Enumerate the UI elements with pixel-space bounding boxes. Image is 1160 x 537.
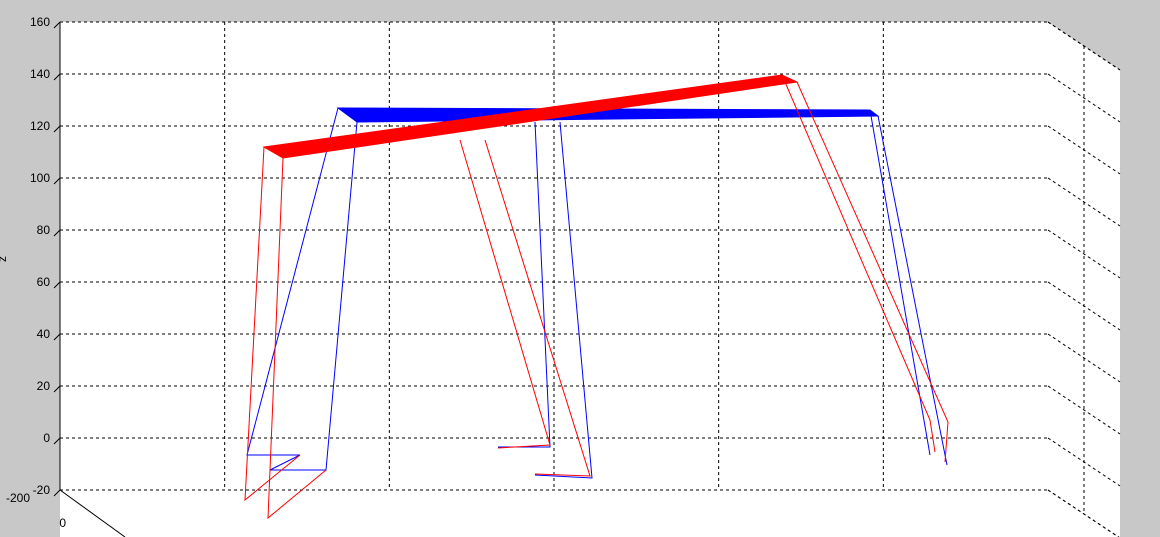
z-tick-label: 140 [30,67,50,81]
z-tick-label: -20 [33,483,51,497]
z-gridline-side [1047,73,1121,123]
y-tick-label: -200 [6,491,30,505]
z-tick-label: 120 [30,119,50,133]
z-tick-label: 80 [37,223,51,237]
blue-leg-3b [877,115,948,466]
y-tick-label: 0 [59,516,66,530]
z-tick [53,177,61,185]
plot-floor [60,490,1120,537]
z-tick [53,125,61,133]
z-tick [53,281,61,289]
blue-leg-1 [246,107,358,471]
z-tick-label: 40 [37,327,51,341]
y-tick-labels: -200 0 [6,491,66,530]
red-structure [244,74,949,520]
z-tick-label: 100 [30,171,50,185]
z-tick [53,437,61,445]
red-leg-1 [244,146,301,502]
z-tick-label: 60 [37,275,51,289]
z-tick [53,229,61,237]
z-tick-label: 160 [30,15,50,29]
red-leg-2 [459,139,551,449]
red-leg-2b [484,139,591,477]
z-gridline-side [1047,229,1121,279]
blue-leg-2b [534,121,593,479]
z-tick-labels: 160 140 120 100 80 60 40 20 0 -20 [30,15,50,497]
z-tick [53,21,61,29]
z-gridline-side [1047,385,1121,435]
z-tick [53,73,61,81]
z-tick-label: 20 [37,379,51,393]
bottom-depth-edge [1047,489,1120,537]
z-axis-label: z [0,256,9,262]
axis-frame [53,21,1121,537]
red-leg-1b [267,157,327,520]
z-tick-label: 0 [43,431,50,445]
z-tick [53,489,61,497]
red-leg-3b [796,81,949,463]
grid-lines [60,21,1121,537]
z-tick [53,333,61,341]
z-tick [53,385,61,393]
y-axis-line [59,489,126,537]
top-depth-edge [1047,21,1121,71]
red-leg-3 [781,74,936,453]
